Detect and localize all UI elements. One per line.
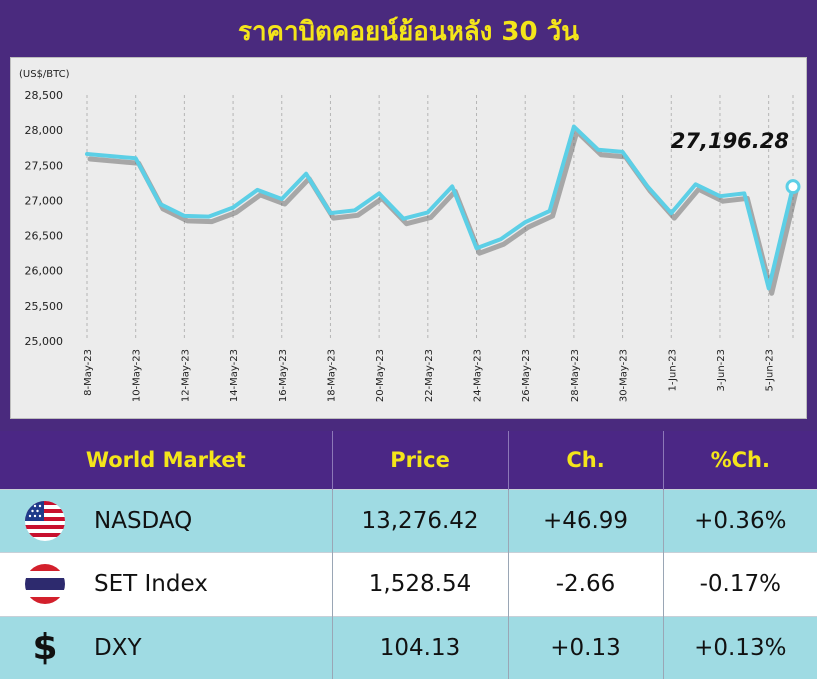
y-tick-label: 27,500 <box>25 159 64 172</box>
y-tick-label: 25,000 <box>25 335 64 348</box>
market-change: -2.66 <box>508 552 664 617</box>
grid-lines <box>86 95 794 341</box>
y-tick-label: 25,500 <box>25 300 64 313</box>
market-pct-change: -0.17% <box>663 552 817 617</box>
y-tick-label: 28,000 <box>25 124 64 137</box>
market-name: NASDAQ <box>90 488 333 553</box>
icon-cell <box>0 488 90 553</box>
x-tick-label: 20-May-23 <box>375 349 386 402</box>
x-tick-label: 16-May-23 <box>278 349 289 402</box>
market-name: SET Index <box>90 552 333 617</box>
header-world-market: World Market <box>0 431 333 490</box>
market-price: 104.13 <box>332 615 509 679</box>
x-tick-label: 28-May-23 <box>570 349 581 402</box>
x-tick-label: 24-May-23 <box>473 349 484 402</box>
table-header-row: World Market Price Ch. %Ch. <box>0 431 817 490</box>
thai-flag-icon <box>25 564 65 605</box>
table-row: SET Index 1,528.54 -2.66 -0.17% <box>0 552 817 617</box>
x-tick-label: 30-May-23 <box>619 349 630 402</box>
chart-panel: (US$/BTC) 25,000 25,500 26,000 26,500 27,000… <box>10 57 807 419</box>
table-row: $ DXY 104.13 +0.13 +0.13% <box>0 615 817 679</box>
x-tick-label: 12-May-23 <box>180 349 191 402</box>
x-tick-label: 5-Jun-23 <box>765 349 776 392</box>
dollar-icon: $ <box>32 627 58 669</box>
header-price: Price <box>332 431 509 490</box>
x-tick-label: 22-May-23 <box>424 349 435 402</box>
btc-price-line <box>85 124 795 291</box>
last-point-marker <box>785 179 801 195</box>
x-tick-label: 8-May-23 <box>83 349 94 396</box>
y-axis-ticks: 25,000 25,500 26,000 26,500 27,000 27,500 28,0… <box>25 89 64 348</box>
y-tick-label: 26,000 <box>25 265 64 278</box>
y-tick-label: 28,500 <box>25 89 64 102</box>
market-pct-change: +0.36% <box>663 488 817 553</box>
table-row: NASDAQ 13,276.42 +46.99 +0.36% <box>0 488 817 553</box>
x-axis-ticks: 8-May-23 10-May-23 12-May-23 14-May-23 16-Ma… <box>83 349 776 402</box>
series-line-shadow <box>87 129 799 296</box>
icon-cell <box>0 552 90 617</box>
market-pct-change: +0.13% <box>663 615 817 679</box>
x-tick-label: 18-May-23 <box>326 349 337 402</box>
market-price: 1,528.54 <box>332 552 509 617</box>
chart-title: ราคาบิตคอยน์ย้อนหลัง 30 วัน <box>237 17 579 47</box>
y-axis-unit-label: (US$/BTC) <box>19 69 70 80</box>
y-tick-label: 26,500 <box>25 230 64 243</box>
y-tick-label: 27,000 <box>25 194 64 207</box>
icon-cell: $ <box>0 615 90 679</box>
x-tick-label: 26-May-23 <box>521 349 532 402</box>
world-market-table: World Market Price Ch. %Ch. <box>0 431 817 679</box>
x-tick-label: 14-May-23 <box>229 349 240 402</box>
price-line-chart: (US$/BTC) 25,000 25,500 26,000 26,500 27,000… <box>19 69 801 402</box>
x-tick-label: 3-Jun-23 <box>716 349 727 392</box>
series-layer <box>85 124 801 296</box>
last-price-annotation: 27,196.28 <box>671 129 789 153</box>
x-tick-label: 1-Jun-23 <box>667 349 678 392</box>
market-change: +0.13 <box>508 615 664 679</box>
market-name: DXY <box>90 615 333 679</box>
us-flag-icon <box>25 501 65 542</box>
market-price: 13,276.42 <box>332 488 509 553</box>
header-change: Ch. <box>508 431 664 490</box>
market-change: +46.99 <box>508 488 664 553</box>
x-tick-label: 10-May-23 <box>132 349 143 402</box>
header-pct-change: %Ch. <box>663 431 817 490</box>
